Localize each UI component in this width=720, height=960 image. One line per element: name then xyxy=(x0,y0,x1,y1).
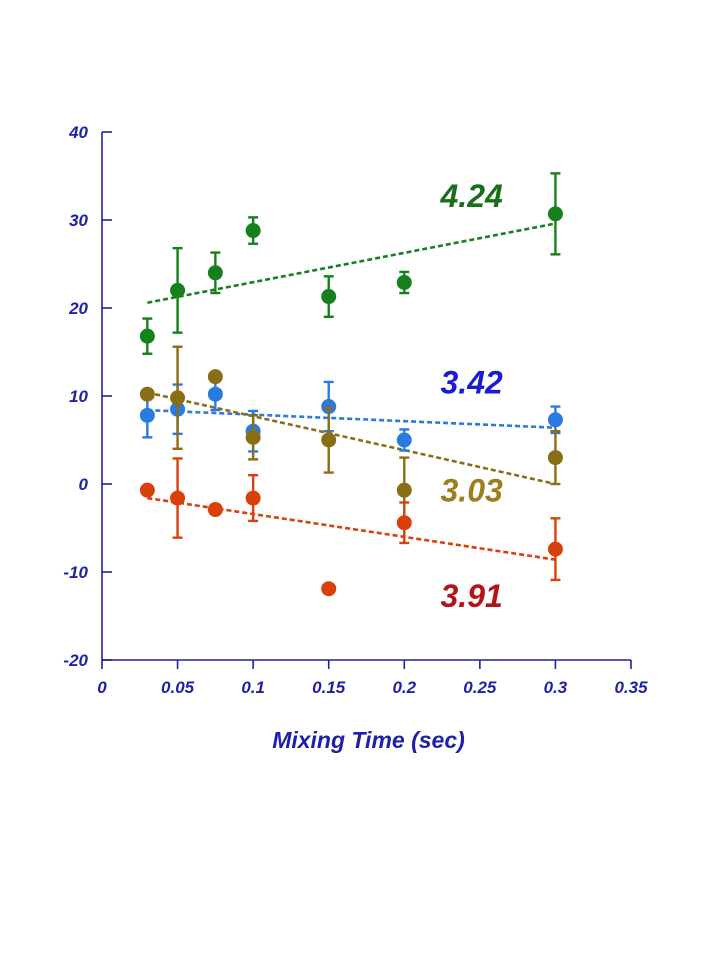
data-point xyxy=(321,432,337,448)
x-tick-label: 0.1 xyxy=(241,678,265,697)
data-point xyxy=(207,369,223,385)
data-point xyxy=(547,450,563,466)
data-point xyxy=(207,386,223,402)
series-label-3.91: 3.91 xyxy=(441,578,503,614)
y-tick-label: -20 xyxy=(63,651,88,670)
data-point xyxy=(245,429,261,445)
y-tick-label: 40 xyxy=(68,123,88,142)
data-point xyxy=(139,407,155,423)
data-point xyxy=(245,223,261,239)
fit-line-3.03 xyxy=(147,391,556,486)
data-point xyxy=(396,432,412,448)
data-point xyxy=(139,482,155,498)
data-point xyxy=(547,206,563,222)
series-labels: 4.24 3.42 3.03 3.91 xyxy=(440,178,503,614)
y-tick-label: 20 xyxy=(68,299,88,318)
x-tick-label: 0.3 xyxy=(544,678,568,697)
series-label-3.03: 3.03 xyxy=(441,473,503,509)
series-label-4.24: 4.24 xyxy=(440,178,503,214)
fit-line-3.42 xyxy=(147,408,556,429)
fit-line-4.24 xyxy=(147,222,556,304)
axis-ticks: -20 -10 0 10 20 30 40 0 0.05 0.1 0.15 0.2 0.25 0.3 0.3… xyxy=(63,123,648,697)
x-tick-label: 0 xyxy=(97,678,107,697)
x-tick-label: 0.35 xyxy=(614,678,648,697)
data-point xyxy=(396,274,412,290)
x-axis-title: Mixing Time (sec) xyxy=(272,727,465,753)
data-point xyxy=(207,502,223,518)
data-point xyxy=(547,541,563,557)
data-point xyxy=(245,490,261,506)
series-label-3.42: 3.42 xyxy=(441,364,503,400)
y-tick-label: -10 xyxy=(63,563,88,582)
data-point xyxy=(396,515,412,531)
data-point xyxy=(547,412,563,428)
y-tick-label: 0 xyxy=(79,475,89,494)
data-point xyxy=(207,265,223,281)
x-tick-label: 0.15 xyxy=(312,678,346,697)
data-point xyxy=(321,581,337,597)
data-point xyxy=(139,328,155,344)
x-tick-label: 0.2 xyxy=(392,678,416,697)
data-point xyxy=(170,390,186,406)
x-tick-label: 0.05 xyxy=(161,678,195,697)
data-point xyxy=(139,386,155,402)
data-point xyxy=(321,289,337,305)
x-tick-label: 0.25 xyxy=(463,678,497,697)
data-points xyxy=(139,172,563,597)
y-tick-label: 10 xyxy=(69,387,88,406)
y-tick-label: 30 xyxy=(69,211,88,230)
data-point xyxy=(170,490,186,506)
data-point xyxy=(396,482,412,498)
data-point xyxy=(170,282,186,298)
